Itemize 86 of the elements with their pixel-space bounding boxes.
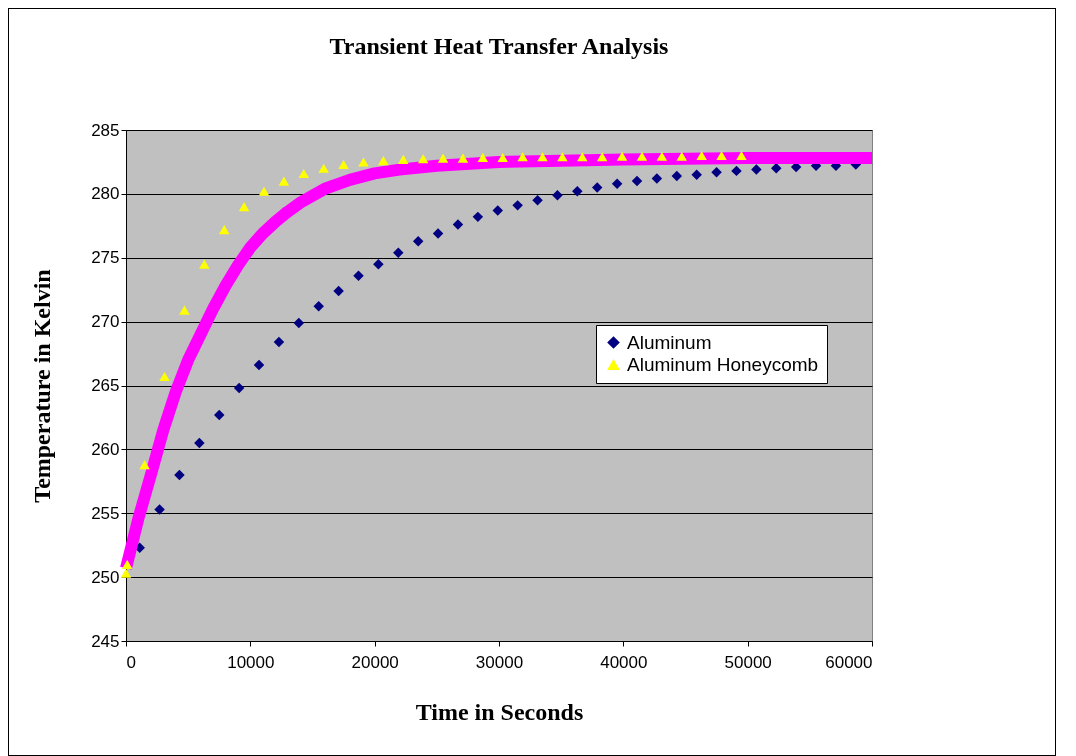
x-tick-label: 0: [126, 652, 136, 672]
point: [120, 568, 132, 578]
point: [636, 151, 648, 161]
point: [398, 154, 409, 164]
point: [696, 151, 707, 161]
point: [472, 211, 484, 223]
point: [477, 152, 489, 163]
point: [457, 153, 469, 163]
point: [532, 195, 543, 206]
point: [238, 202, 250, 212]
point: [691, 169, 702, 180]
point: [258, 186, 270, 196]
point: [731, 165, 742, 177]
point: [616, 151, 628, 161]
point: [199, 259, 210, 269]
point: [651, 173, 663, 184]
point: [517, 152, 528, 162]
x-tick-label: 50000: [724, 652, 772, 672]
point: [393, 247, 404, 258]
y-tick-label: 245: [91, 631, 120, 651]
point: [497, 152, 508, 163]
point: [293, 317, 305, 329]
point: [373, 258, 384, 270]
point: [492, 205, 503, 216]
y-tick-label: 265: [91, 376, 120, 395]
y-tick-label: 285: [91, 120, 120, 140]
point: [122, 559, 133, 569]
point: [338, 159, 349, 170]
point: [577, 152, 588, 162]
point: [552, 189, 563, 201]
y-tick-label: 255: [91, 503, 120, 523]
point: [353, 270, 364, 281]
x-tick-label: 20000: [351, 652, 399, 672]
point: [537, 152, 548, 162]
point: [711, 166, 722, 178]
point: [333, 285, 344, 297]
legend-label: Aluminum: [627, 331, 712, 353]
point: [378, 156, 389, 166]
point: [273, 336, 285, 348]
point: [194, 437, 205, 449]
point: [298, 168, 310, 178]
point: [358, 157, 369, 167]
point: [313, 301, 324, 312]
point: [432, 228, 444, 239]
point: [656, 151, 668, 161]
point: [611, 178, 623, 189]
point: [751, 164, 762, 175]
point: [318, 163, 329, 173]
y-tick-label: 280: [91, 184, 120, 204]
point: [253, 359, 265, 371]
point: [417, 154, 429, 164]
point: [154, 504, 165, 515]
x-tick-label: 30000: [475, 652, 524, 672]
point: [512, 200, 523, 211]
point: [557, 152, 568, 162]
y-tick-label: 270: [91, 312, 120, 332]
point: [631, 175, 643, 187]
point: [437, 153, 449, 163]
point: [139, 460, 150, 470]
point: [159, 372, 170, 382]
point: [214, 409, 225, 421]
point: [676, 151, 688, 161]
point: [771, 163, 782, 174]
legend-label: Aluminum Honeycomb: [627, 353, 819, 375]
point: [233, 382, 245, 394]
point: [716, 151, 727, 161]
point: [596, 152, 608, 162]
point: [591, 182, 603, 193]
point: [572, 186, 583, 197]
y-axis-title: Temperature in Kelvin: [29, 269, 56, 503]
point: [179, 305, 190, 315]
point: [736, 151, 747, 161]
x-axis-title: Time in Seconds: [415, 698, 584, 725]
point: [174, 469, 185, 481]
point: [412, 235, 424, 247]
x-tick-label: 10000: [227, 652, 275, 672]
x-tick-label: 40000: [600, 652, 648, 672]
chart-title: Transient Heat Transfer Analysis: [329, 33, 669, 59]
point: [218, 225, 230, 235]
y-tick-label: 250: [91, 567, 120, 587]
point: [278, 176, 290, 186]
y-tick-label: 275: [91, 248, 120, 268]
point: [671, 170, 683, 182]
x-tick-label: 60000: [825, 652, 873, 672]
y-tick-label: 260: [91, 439, 120, 459]
point: [452, 219, 464, 230]
